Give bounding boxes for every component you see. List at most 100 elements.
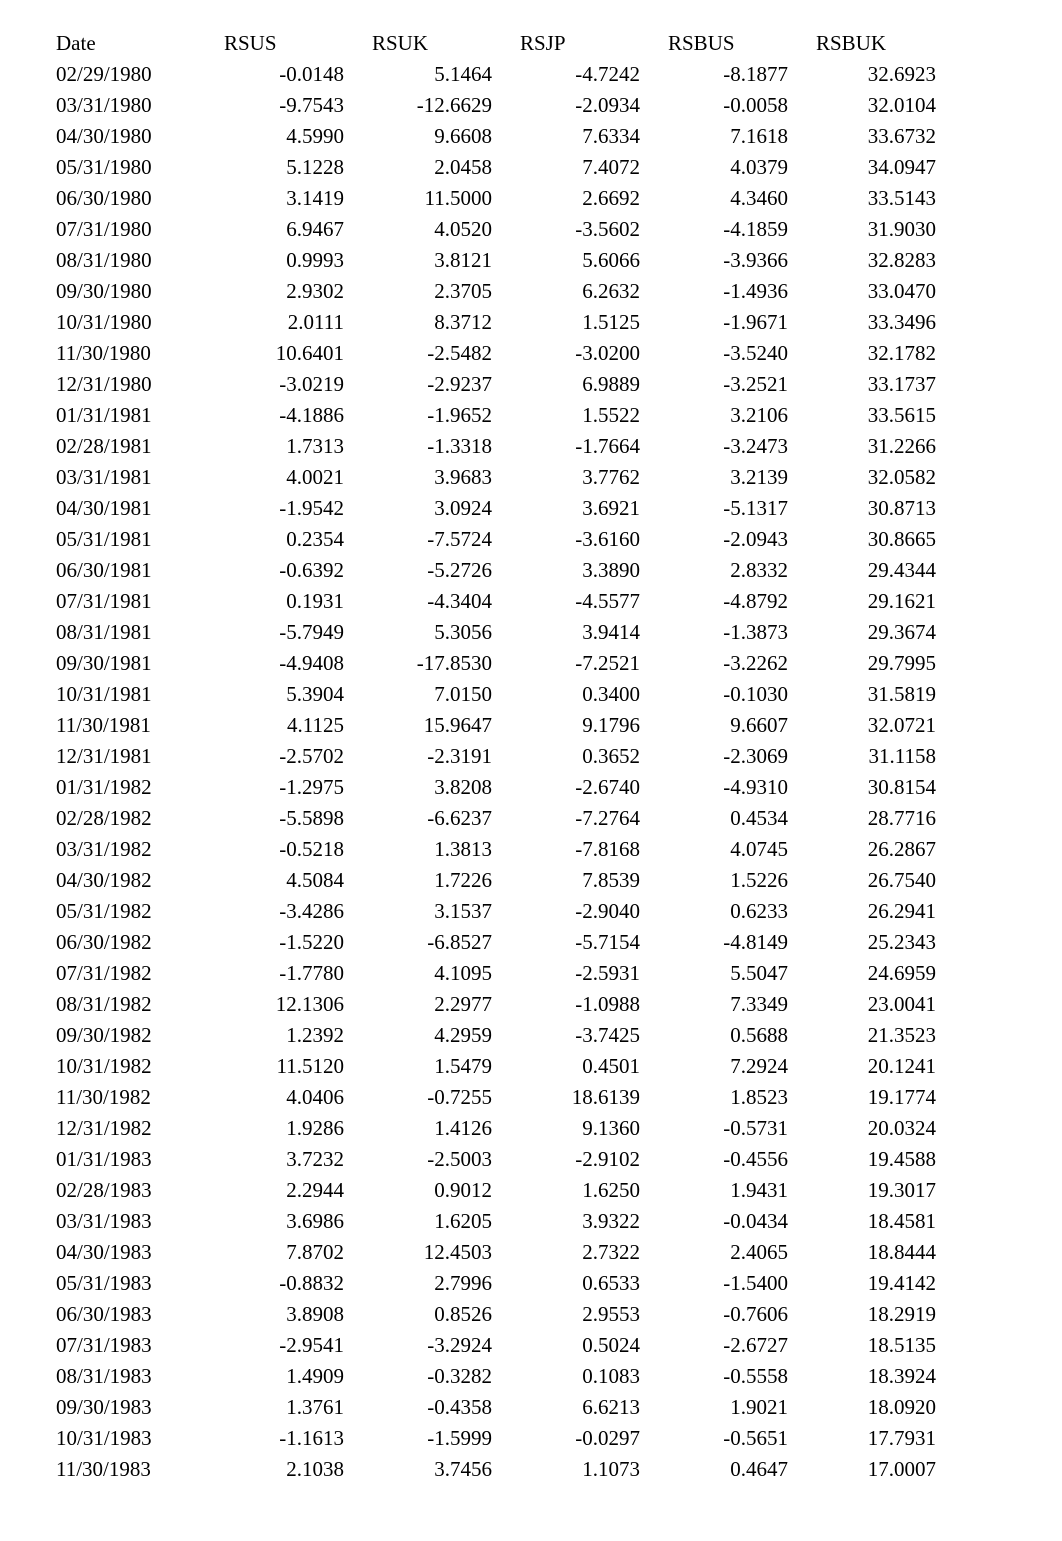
data-table: Date RSUS RSUK RSJP RSBUS RSBUK 02/29/19… xyxy=(56,28,936,1485)
cell-value: -2.9040 xyxy=(492,896,640,927)
cell-value: 12.1306 xyxy=(196,989,344,1020)
cell-value: -1.3318 xyxy=(344,431,492,462)
cell-value: -3.5602 xyxy=(492,214,640,245)
cell-date: 07/31/1980 xyxy=(56,214,196,245)
cell-date: 07/31/1983 xyxy=(56,1330,196,1361)
cell-date: 04/30/1981 xyxy=(56,493,196,524)
cell-value: -0.0434 xyxy=(640,1206,788,1237)
cell-value: -5.1317 xyxy=(640,493,788,524)
cell-value: -0.0148 xyxy=(196,59,344,90)
cell-value: -4.1859 xyxy=(640,214,788,245)
cell-value: 3.9414 xyxy=(492,617,640,648)
cell-value: 10.6401 xyxy=(196,338,344,369)
cell-value: -2.9102 xyxy=(492,1144,640,1175)
cell-value: -1.7664 xyxy=(492,431,640,462)
cell-value: -17.8530 xyxy=(344,648,492,679)
cell-date: 09/30/1982 xyxy=(56,1020,196,1051)
table-row: 06/30/1982-1.5220-6.8527-5.7154-4.814925… xyxy=(56,927,936,958)
cell-value: 17.7931 xyxy=(788,1423,936,1454)
cell-value: 0.5688 xyxy=(640,1020,788,1051)
cell-value: 5.1228 xyxy=(196,152,344,183)
cell-value: 32.6923 xyxy=(788,59,936,90)
cell-date: 04/30/1982 xyxy=(56,865,196,896)
cell-value: -4.9408 xyxy=(196,648,344,679)
cell-date: 11/30/1980 xyxy=(56,338,196,369)
cell-value: 3.2106 xyxy=(640,400,788,431)
cell-date: 12/31/1982 xyxy=(56,1113,196,1144)
cell-value: 6.9889 xyxy=(492,369,640,400)
cell-value: 2.2977 xyxy=(344,989,492,1020)
table-row: 02/28/19832.29440.90121.62501.943119.301… xyxy=(56,1175,936,1206)
cell-value: -4.8149 xyxy=(640,927,788,958)
table-row: 11/30/19824.0406-0.725518.61391.852319.1… xyxy=(56,1082,936,1113)
table-row: 12/31/1980-3.0219-2.92376.9889-3.252133.… xyxy=(56,369,936,400)
cell-date: 06/30/1981 xyxy=(56,555,196,586)
cell-value: 0.6233 xyxy=(640,896,788,927)
cell-value: 23.0041 xyxy=(788,989,936,1020)
cell-value: 12.4503 xyxy=(344,1237,492,1268)
cell-value: 29.4344 xyxy=(788,555,936,586)
cell-value: 2.9302 xyxy=(196,276,344,307)
cell-value: 33.3496 xyxy=(788,307,936,338)
cell-value: -0.8832 xyxy=(196,1268,344,1299)
cell-value: 7.8539 xyxy=(492,865,640,896)
cell-value: 3.1537 xyxy=(344,896,492,927)
cell-value: 1.7313 xyxy=(196,431,344,462)
cell-value: 2.9553 xyxy=(492,1299,640,1330)
table-row: 06/30/1981-0.6392-5.27263.38902.833229.4… xyxy=(56,555,936,586)
cell-value: 33.0470 xyxy=(788,276,936,307)
cell-value: 6.2632 xyxy=(492,276,640,307)
cell-value: 1.7226 xyxy=(344,865,492,896)
cell-date: 08/31/1982 xyxy=(56,989,196,1020)
cell-value: 18.5135 xyxy=(788,1330,936,1361)
cell-value: 31.9030 xyxy=(788,214,936,245)
table-row: 07/31/1982-1.77804.1095-2.59315.504724.6… xyxy=(56,958,936,989)
table-row: 09/30/19821.23924.2959-3.74250.568821.35… xyxy=(56,1020,936,1051)
cell-value: 4.0520 xyxy=(344,214,492,245)
cell-value: 33.5143 xyxy=(788,183,936,214)
cell-date: 10/31/1983 xyxy=(56,1423,196,1454)
table-row: 09/30/1981-4.9408-17.8530-7.2521-3.22622… xyxy=(56,648,936,679)
cell-date: 05/31/1981 xyxy=(56,524,196,555)
cell-value: 6.6213 xyxy=(492,1392,640,1423)
table-row: 08/31/19800.99933.81215.6066-3.936632.82… xyxy=(56,245,936,276)
cell-value: 2.8332 xyxy=(640,555,788,586)
cell-value: 18.6139 xyxy=(492,1082,640,1113)
cell-value: 9.6608 xyxy=(344,121,492,152)
cell-date: 07/31/1981 xyxy=(56,586,196,617)
cell-value: 34.0947 xyxy=(788,152,936,183)
cell-value: -1.5220 xyxy=(196,927,344,958)
cell-value: 33.5615 xyxy=(788,400,936,431)
cell-value: -5.5898 xyxy=(196,803,344,834)
table-row: 07/31/19810.1931-4.3404-4.5577-4.879229.… xyxy=(56,586,936,617)
cell-value: 17.0007 xyxy=(788,1454,936,1485)
cell-value: -3.6160 xyxy=(492,524,640,555)
cell-value: -1.9652 xyxy=(344,400,492,431)
cell-value: 29.3674 xyxy=(788,617,936,648)
cell-value: -3.7425 xyxy=(492,1020,640,1051)
cell-value: 0.2354 xyxy=(196,524,344,555)
cell-value: -2.5702 xyxy=(196,741,344,772)
cell-value: 1.8523 xyxy=(640,1082,788,1113)
table-row: 04/30/19824.50841.72267.85391.522626.754… xyxy=(56,865,936,896)
cell-value: -9.7543 xyxy=(196,90,344,121)
cell-value: 2.0458 xyxy=(344,152,492,183)
cell-value: 4.0406 xyxy=(196,1082,344,1113)
cell-value: 21.3523 xyxy=(788,1020,936,1051)
cell-value: 0.4501 xyxy=(492,1051,640,1082)
cell-value: -5.7949 xyxy=(196,617,344,648)
cell-value: 2.4065 xyxy=(640,1237,788,1268)
cell-value: -12.6629 xyxy=(344,90,492,121)
cell-value: -2.0934 xyxy=(492,90,640,121)
cell-date: 02/29/1980 xyxy=(56,59,196,90)
cell-value: 7.6334 xyxy=(492,121,640,152)
cell-value: 7.2924 xyxy=(640,1051,788,1082)
cell-value: 3.8908 xyxy=(196,1299,344,1330)
cell-value: 0.9012 xyxy=(344,1175,492,1206)
cell-value: 18.8444 xyxy=(788,1237,936,1268)
cell-date: 09/30/1983 xyxy=(56,1392,196,1423)
cell-value: 32.8283 xyxy=(788,245,936,276)
cell-value: 4.5084 xyxy=(196,865,344,896)
cell-date: 02/28/1981 xyxy=(56,431,196,462)
cell-value: 5.1464 xyxy=(344,59,492,90)
